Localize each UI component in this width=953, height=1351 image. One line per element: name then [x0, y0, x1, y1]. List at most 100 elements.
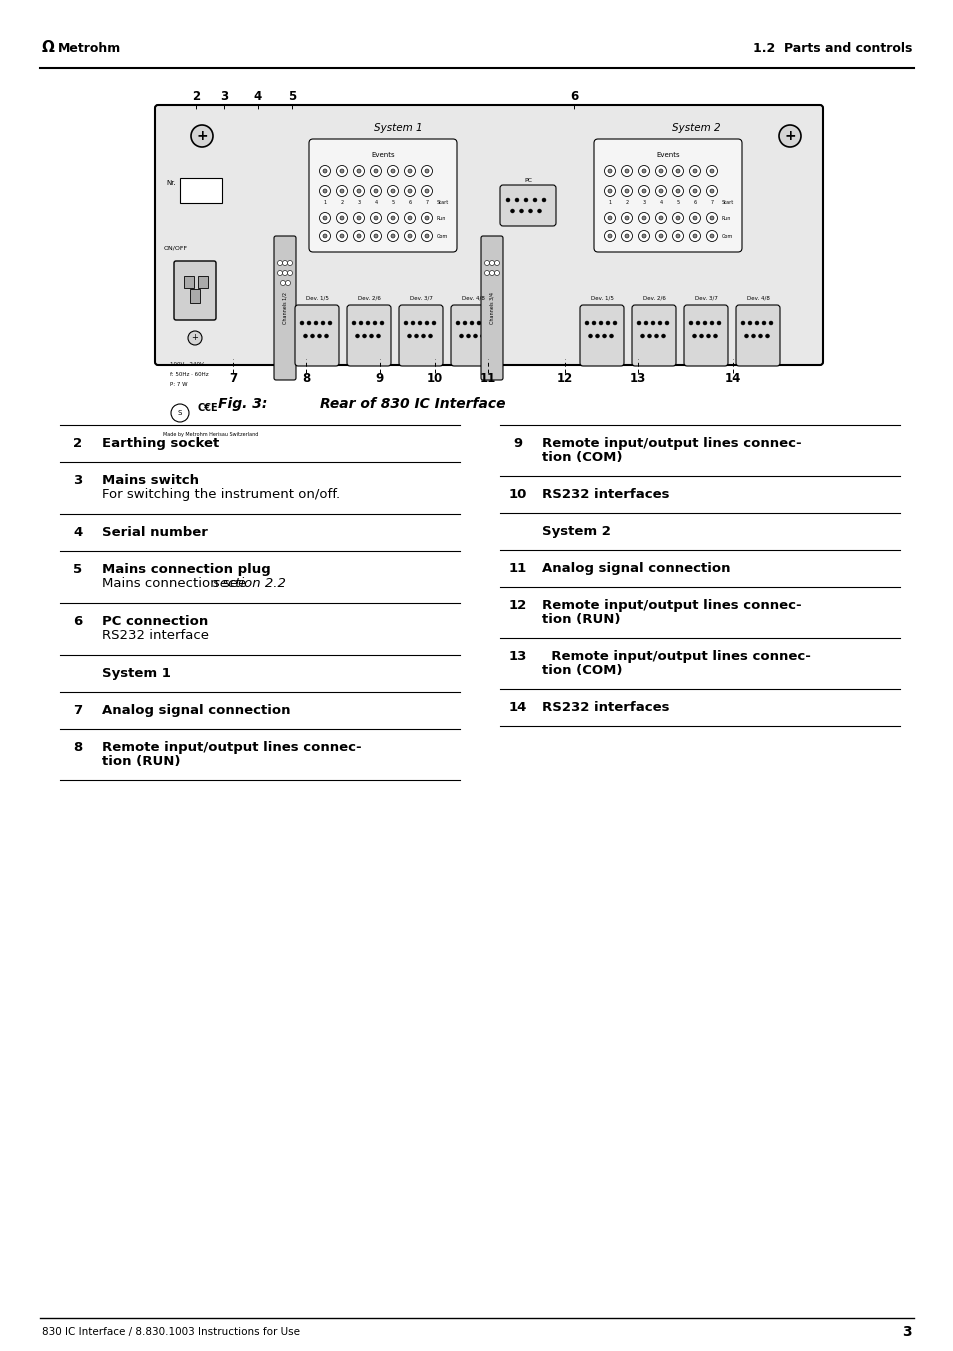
Circle shape [664, 322, 668, 326]
Circle shape [459, 334, 463, 338]
Circle shape [336, 166, 347, 177]
Circle shape [604, 212, 615, 223]
Text: Channels 3/4: Channels 3/4 [489, 292, 494, 324]
Text: System 2: System 2 [672, 123, 720, 132]
Text: 3: 3 [73, 474, 83, 486]
Circle shape [391, 189, 395, 193]
Circle shape [489, 270, 494, 276]
FancyBboxPatch shape [173, 261, 215, 320]
Circle shape [370, 231, 381, 242]
Text: 8: 8 [73, 740, 83, 754]
Circle shape [641, 169, 645, 173]
Text: tion (COM): tion (COM) [541, 451, 622, 463]
FancyBboxPatch shape [398, 305, 442, 366]
Circle shape [387, 212, 398, 223]
Circle shape [387, 185, 398, 196]
Circle shape [370, 166, 381, 177]
Circle shape [376, 334, 380, 338]
Text: PC connection: PC connection [102, 615, 208, 628]
Text: 4: 4 [659, 200, 662, 205]
Circle shape [638, 212, 649, 223]
Circle shape [404, 231, 416, 242]
Text: 3: 3 [902, 1325, 911, 1339]
Text: Dev. 3/7: Dev. 3/7 [694, 296, 717, 300]
Bar [190, 289, 200, 303]
Text: 5: 5 [676, 200, 679, 205]
Circle shape [676, 189, 679, 193]
Text: Mains switch: Mains switch [102, 474, 199, 486]
Circle shape [323, 189, 327, 193]
Circle shape [699, 334, 702, 338]
Circle shape [287, 270, 293, 276]
Circle shape [323, 234, 327, 238]
Text: Run: Run [721, 216, 731, 220]
Circle shape [356, 189, 360, 193]
Circle shape [689, 212, 700, 223]
Text: Rear of 830 IC Interface: Rear of 830 IC Interface [319, 397, 505, 411]
Circle shape [356, 216, 360, 220]
Circle shape [391, 169, 395, 173]
Text: 7: 7 [425, 200, 428, 205]
Circle shape [379, 322, 384, 326]
Circle shape [370, 185, 381, 196]
Text: Remote input/output lines connec-: Remote input/output lines connec- [541, 436, 801, 450]
Bar [180, 178, 222, 203]
Circle shape [672, 185, 682, 196]
Circle shape [277, 270, 282, 276]
Circle shape [354, 212, 364, 223]
Text: S: S [177, 409, 182, 416]
Text: 12: 12 [557, 372, 573, 385]
Text: 12: 12 [508, 598, 527, 612]
Circle shape [408, 189, 412, 193]
Text: 10: 10 [426, 372, 442, 385]
Circle shape [672, 212, 682, 223]
Bar [184, 276, 193, 288]
Text: 6: 6 [693, 200, 696, 205]
Circle shape [689, 231, 700, 242]
Circle shape [188, 331, 202, 345]
Circle shape [655, 231, 666, 242]
Circle shape [598, 322, 602, 326]
Circle shape [607, 189, 612, 193]
Text: Events: Events [656, 153, 679, 158]
Circle shape [706, 166, 717, 177]
Text: 5: 5 [288, 91, 295, 104]
FancyBboxPatch shape [347, 305, 391, 366]
Circle shape [655, 185, 666, 196]
Circle shape [356, 234, 360, 238]
Circle shape [339, 216, 344, 220]
Circle shape [456, 322, 459, 326]
Text: Com: Com [721, 234, 733, 239]
Text: 8: 8 [301, 372, 310, 385]
Circle shape [411, 322, 415, 326]
Text: 10: 10 [508, 488, 527, 501]
Circle shape [324, 334, 328, 338]
Text: Mains connection see: Mains connection see [102, 577, 251, 590]
Text: Dev. 3/7: Dev. 3/7 [409, 296, 432, 300]
Circle shape [171, 404, 189, 422]
Circle shape [713, 334, 717, 338]
Circle shape [466, 334, 470, 338]
Circle shape [672, 231, 682, 242]
Text: 6: 6 [408, 200, 411, 205]
Circle shape [595, 334, 598, 338]
Circle shape [641, 189, 645, 193]
Circle shape [768, 322, 772, 326]
Circle shape [706, 231, 717, 242]
Circle shape [523, 199, 527, 203]
Circle shape [620, 166, 632, 177]
Text: 1: 1 [608, 200, 611, 205]
Circle shape [676, 234, 679, 238]
Circle shape [319, 185, 330, 196]
Text: 14: 14 [508, 701, 527, 713]
Circle shape [432, 322, 436, 326]
Circle shape [607, 234, 612, 238]
Circle shape [709, 216, 713, 220]
Circle shape [751, 334, 755, 338]
Circle shape [314, 322, 317, 326]
Circle shape [654, 334, 658, 338]
FancyBboxPatch shape [631, 305, 676, 366]
Text: 4: 4 [253, 91, 262, 104]
Text: 7: 7 [229, 372, 236, 385]
Circle shape [328, 322, 332, 326]
